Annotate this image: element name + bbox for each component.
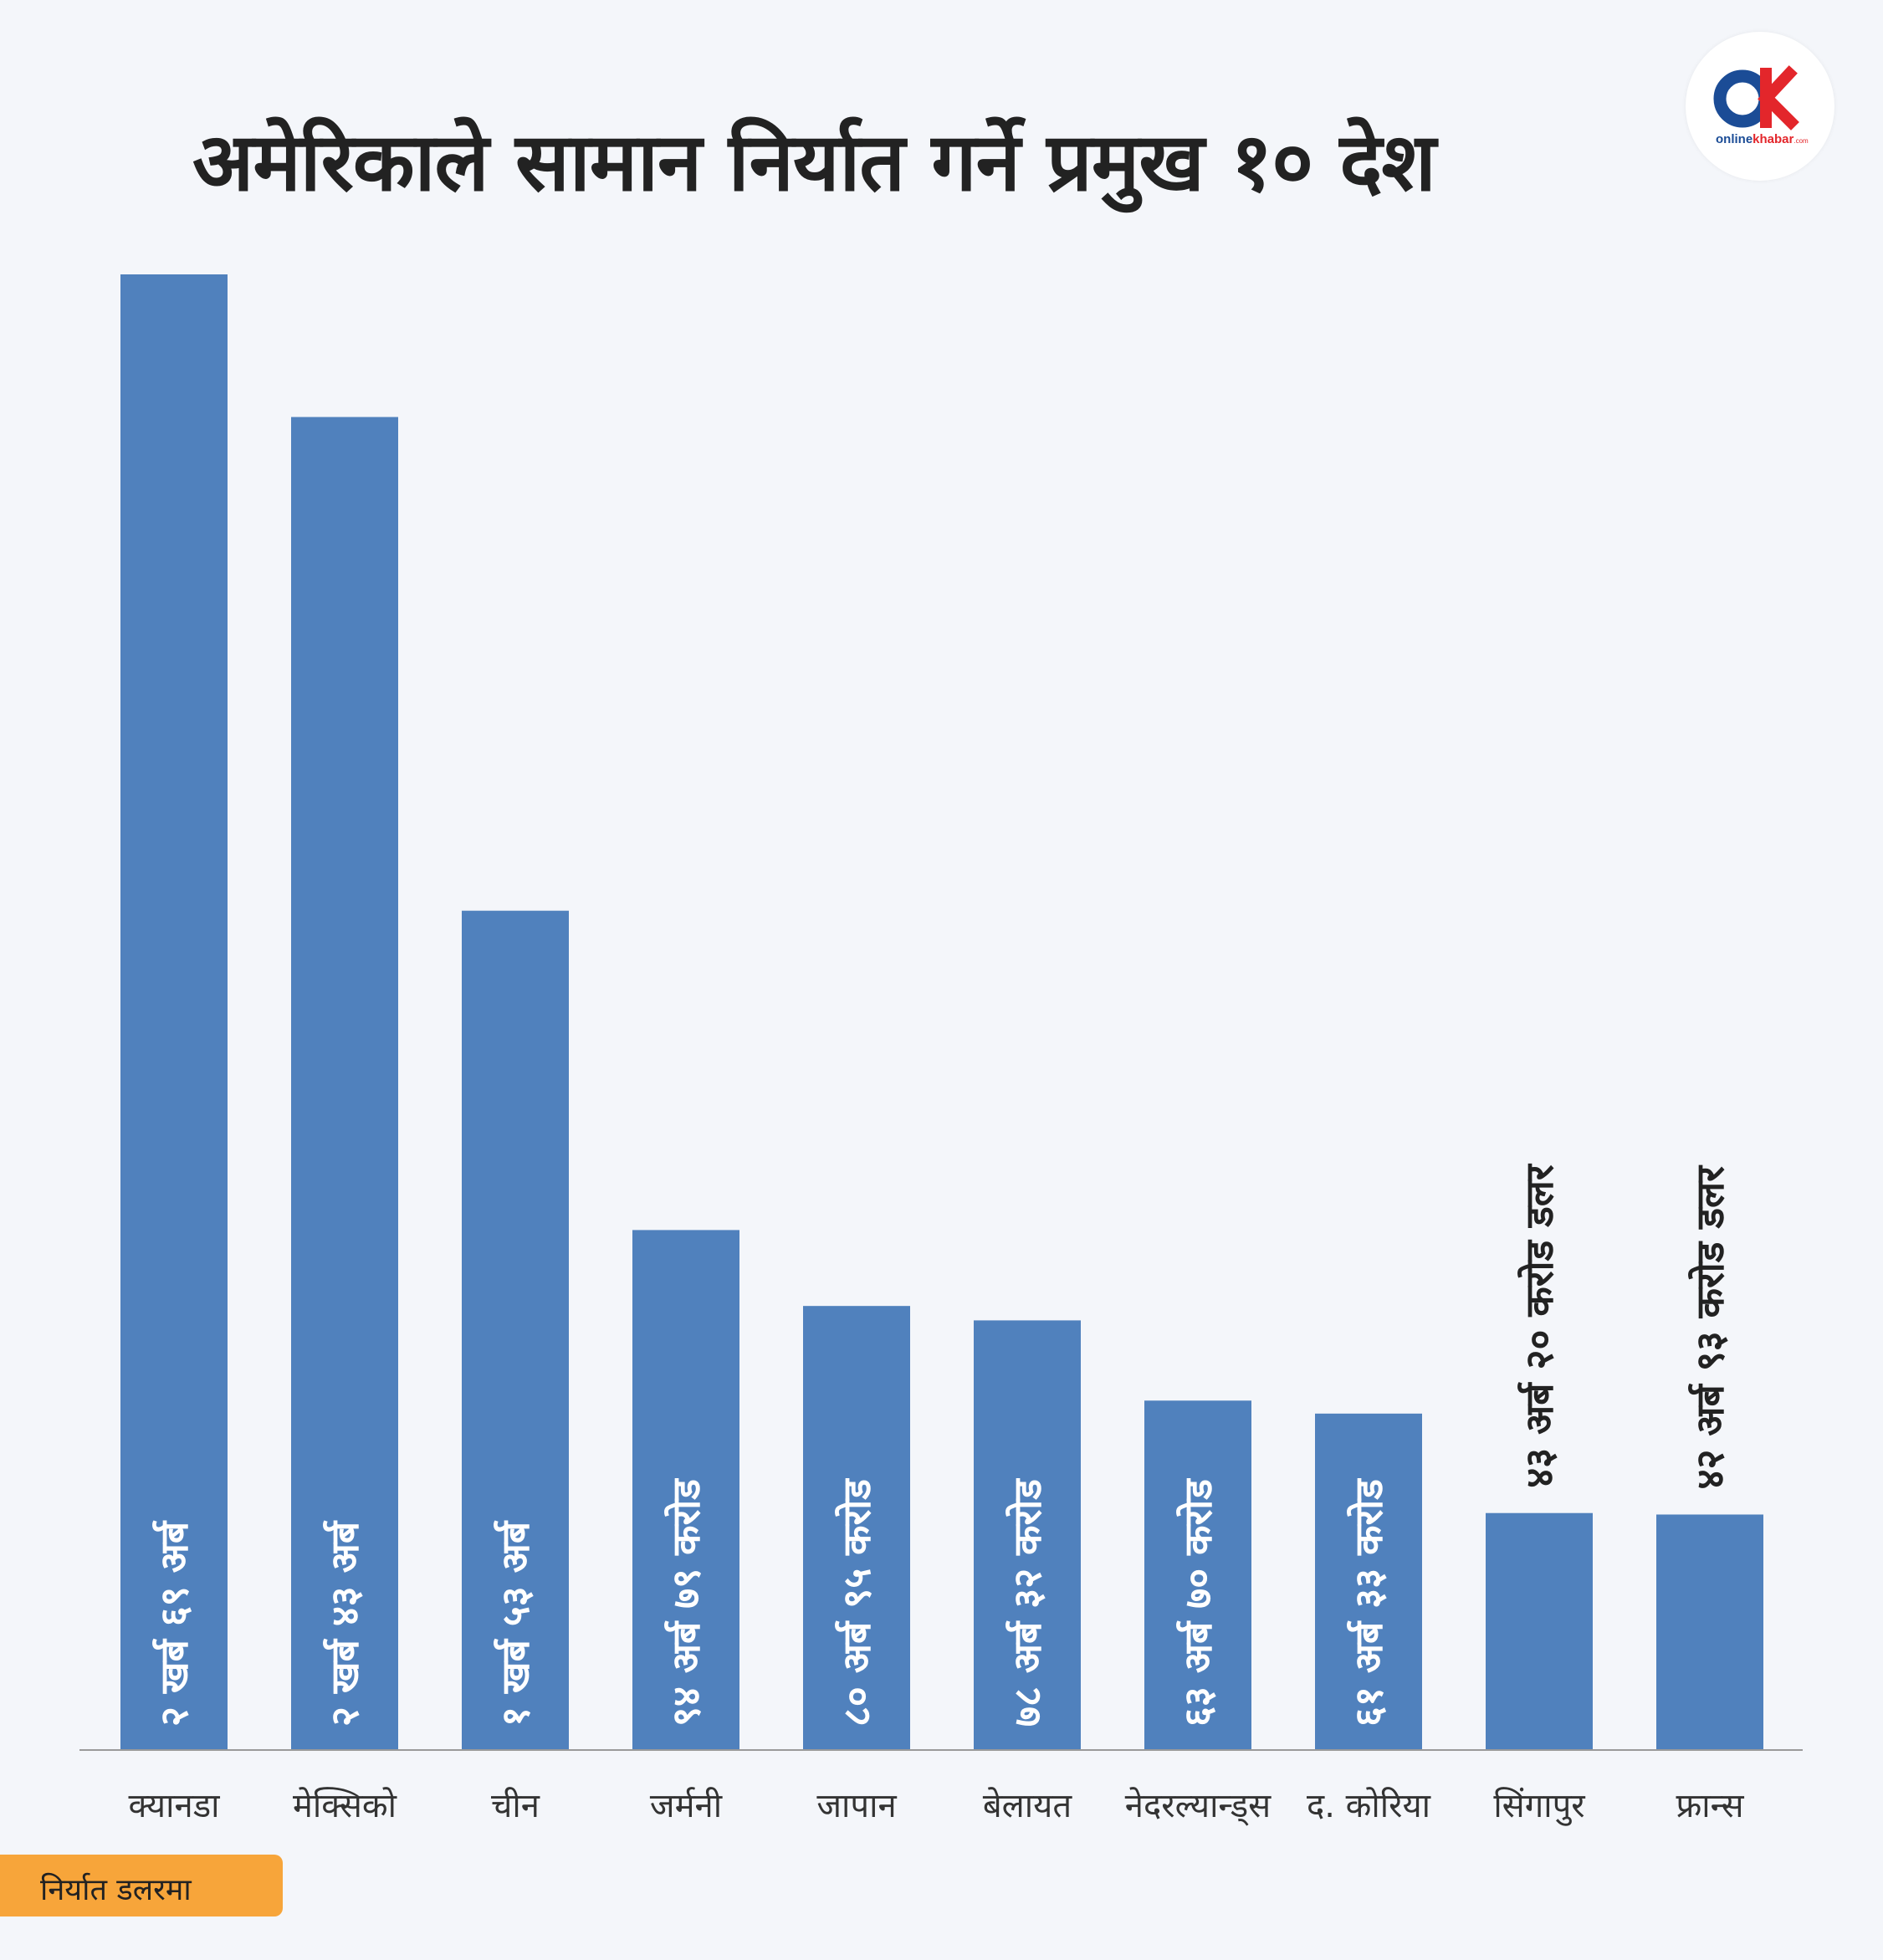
category-label: फ्रान्स	[1676, 1787, 1744, 1825]
bar	[1656, 1514, 1763, 1750]
category-label: जर्मनी	[650, 1787, 723, 1825]
value-label: २ खर्ब ६९ अर्ब	[151, 1520, 197, 1727]
value-label: ६३ अर्ब ७० करोड	[1175, 1478, 1220, 1727]
category-label: नेदरल्यान्ड्स	[1125, 1787, 1272, 1826]
value-labels-group: २ खर्ब ६९ अर्ब २ खर्ब ४३ अर्ब १ खर्ब ५३ अर…	[151, 1163, 1732, 1727]
bar	[974, 1320, 1081, 1750]
category-labels-group: क्यानडा मेक्सिको चीन जर्मनी जापान बेलायत नेदरल…	[129, 1787, 1745, 1826]
value-label: १ खर्ब ५३ अर्ब	[493, 1520, 538, 1727]
category-label: द. कोरिया	[1307, 1787, 1431, 1825]
value-label: ९४ अर्ब ७९ करोड	[663, 1478, 709, 1727]
bars-group	[120, 274, 1763, 1750]
value-label: ८० अर्ब ९५ करोड	[834, 1478, 879, 1727]
note-badge: निर्यात डलरमा	[0, 1855, 283, 1917]
category-label: जापान	[816, 1787, 897, 1825]
value-label: ४३ अर्ब २० करोड डलर	[1517, 1163, 1562, 1488]
value-label: ६१ अर्ब ३३ करोड	[1346, 1478, 1391, 1727]
note-text: निर्यात डलरमा	[40, 1873, 192, 1907]
onlinekhabar-logo: onlinekhabar.com	[1686, 32, 1834, 181]
bar	[120, 274, 228, 1750]
value-label: ७८ अर्ब ३२ करोड	[1005, 1478, 1050, 1727]
bar	[803, 1306, 910, 1750]
category-label: मेक्सिको	[293, 1787, 397, 1825]
bar	[632, 1230, 739, 1750]
bar	[1315, 1413, 1422, 1750]
bar	[1486, 1512, 1593, 1750]
logo-mark-icon: onlinekhabar.com	[1713, 65, 1809, 146]
category-label: चीन	[491, 1787, 540, 1825]
bar	[462, 910, 569, 1750]
value-label: ४२ अर्ब ९३ करोड डलर	[1687, 1164, 1732, 1490]
category-label: सिंगापुर	[1493, 1787, 1585, 1826]
value-label: २ खर्ब ४३ अर्ब	[322, 1520, 367, 1727]
bar	[1144, 1400, 1251, 1750]
svg-text:onlinekhabar.com: onlinekhabar.com	[1716, 132, 1809, 146]
page-title: अमेरिकाले सामान निर्यात गर्ने प्रमुख १० …	[192, 115, 1436, 209]
category-label: क्यानडा	[129, 1787, 221, 1825]
bar	[291, 417, 398, 1750]
category-label: बेलायत	[983, 1787, 1073, 1825]
